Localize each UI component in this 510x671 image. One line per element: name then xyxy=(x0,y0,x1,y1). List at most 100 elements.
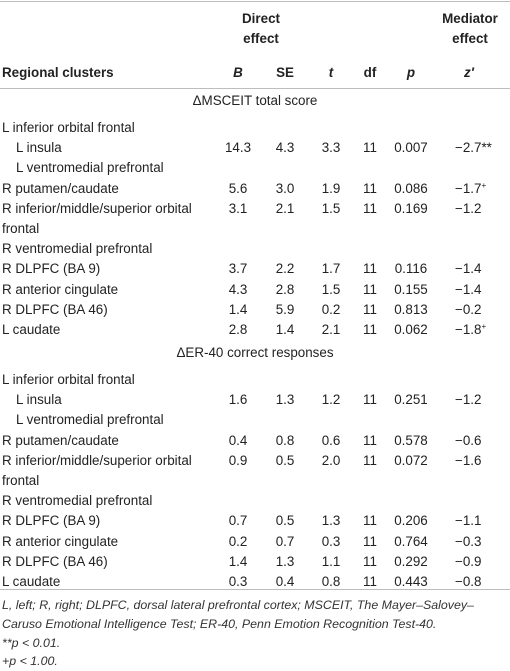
p-value: 0.813 xyxy=(394,301,428,317)
table-row: L ventromedial prefrontal xyxy=(0,410,510,430)
table-row: R ventromedial prefrontal xyxy=(0,239,510,259)
region-label: R putamen/caudate xyxy=(2,432,119,448)
df-value: 11 xyxy=(363,574,377,589)
b-value: 5.6 xyxy=(228,180,248,196)
b-value: 1.4 xyxy=(228,301,248,317)
se-header: SE xyxy=(276,65,294,80)
b-value: 0.7 xyxy=(228,513,248,529)
t-value: 2.1 xyxy=(321,322,341,337)
p-value: 0.169 xyxy=(394,200,428,216)
mediator-effect-header: Mediator effect xyxy=(430,9,510,49)
b-value: 1.6 xyxy=(228,392,248,408)
df-value: 11 xyxy=(363,533,377,549)
z-value: −0.8 xyxy=(455,574,482,589)
table-row: R putamen/caudate 5.6 3.0 1.9 11 0.086 −1.7+ xyxy=(0,179,510,199)
z-value: −1.4 xyxy=(455,261,482,277)
region-label: L caudate xyxy=(2,322,61,337)
df-value: 11 xyxy=(363,553,377,569)
t-value: 0.6 xyxy=(321,432,341,448)
z-cell: −0.8 xyxy=(448,572,508,592)
se-value: 2.8 xyxy=(275,281,295,297)
z-cell: −1.2 xyxy=(448,199,508,219)
header-rule xyxy=(0,88,510,89)
z-cell: −1.8+ xyxy=(448,320,508,342)
z-cell: −0.6 xyxy=(448,431,508,451)
se-value: 0.8 xyxy=(275,432,295,448)
footnote-significance-2: +p < 1.00. xyxy=(2,654,58,668)
region-label: R ventromedial prefrontal xyxy=(2,241,153,257)
table-row: R DLPFC (BA 9) 3.7 2.2 1.7 11 0.116 −1.4 xyxy=(0,259,510,279)
region-label: R DLPFC (BA 9) xyxy=(2,261,101,277)
table-row: R DLPFC (BA 46) 1.4 1.3 1.1 11 0.292 −0.9 xyxy=(0,552,510,572)
table-row: R anterior cingulate 0.2 0.7 0.3 11 0.764 −0.3 xyxy=(0,532,510,552)
t-value: 1.2 xyxy=(321,392,341,408)
z-cell: −1.4 xyxy=(448,259,508,279)
se-value: 1.3 xyxy=(275,553,295,569)
p-value: 0.443 xyxy=(394,574,428,589)
p-value: 0.062 xyxy=(394,322,428,337)
t-value: 1.3 xyxy=(321,513,341,529)
z-value: −0.2 xyxy=(455,301,482,317)
df-value: 11 xyxy=(363,140,377,156)
t-value: 1.1 xyxy=(321,553,341,569)
table-row: R inferior/middle/superior orbital 0.9 0.5… xyxy=(0,451,510,471)
table-row: L insula 1.6 1.3 1.2 11 0.251 −1.2 xyxy=(0,390,510,410)
table-row: R putamen/caudate 0.4 0.8 0.6 11 0.578 −0.6 xyxy=(0,431,510,451)
se-value: 0.4 xyxy=(275,574,295,589)
df-value: 11 xyxy=(363,392,377,408)
p-value: 0.072 xyxy=(394,452,428,468)
region-label: R putamen/caudate xyxy=(2,180,119,196)
df-value: 11 xyxy=(363,261,377,277)
table-row: frontal xyxy=(0,219,510,239)
significance-mark: + xyxy=(481,322,487,331)
region-label: L inferior orbital frontal xyxy=(2,372,135,387)
se-value: 1.3 xyxy=(275,392,295,408)
region-label: L inferior orbital frontal xyxy=(2,120,135,135)
table-row: L ventromedial prefrontal xyxy=(0,158,510,178)
df-value: 11 xyxy=(363,281,377,297)
se-value: 0.5 xyxy=(275,452,295,468)
b-header: B xyxy=(233,65,243,80)
z-value: −1.2 xyxy=(455,200,482,216)
b-value: 0.3 xyxy=(228,574,248,589)
region-label: L insula xyxy=(16,392,62,408)
table-row: L insula 14.3 4.3 3.3 11 0.007 −2.7** xyxy=(0,138,510,158)
table-row: L inferior orbital frontal xyxy=(0,118,510,138)
direct-effect-header-line1: Direct xyxy=(242,11,280,26)
t-value: 1.5 xyxy=(321,200,341,216)
p-value: 0.007 xyxy=(394,140,428,156)
t-header: t xyxy=(328,65,334,80)
region-label: R inferior/middle/superior orbital xyxy=(2,452,192,468)
p-value: 0.206 xyxy=(394,513,428,529)
region-label: frontal xyxy=(2,221,40,236)
se-value: 5.9 xyxy=(275,301,295,317)
region-label: R inferior/middle/superior orbital xyxy=(2,200,192,216)
table-row: L caudate 2.8 1.4 2.1 11 0.062 −1.8+ xyxy=(0,320,510,340)
p-value: 0.086 xyxy=(394,180,428,196)
table-row: L caudate 0.3 0.4 0.8 11 0.443 −0.8 xyxy=(0,572,510,592)
table-row: R DLPFC (BA 46) 1.4 5.9 0.2 11 0.813 −0.2 xyxy=(0,300,510,320)
se-value: 2.2 xyxy=(275,261,295,277)
t-value: 0.3 xyxy=(321,533,341,549)
se-value: 4.3 xyxy=(275,140,295,156)
t-value: 0.2 xyxy=(321,301,341,317)
region-label: L ventromedial prefrontal xyxy=(16,160,164,176)
z-cell: −0.9 xyxy=(448,552,508,572)
region-label: R DLPFC (BA 9) xyxy=(2,513,101,529)
section-title: ΔMSCEIT total score xyxy=(192,93,318,108)
top-rule xyxy=(0,1,510,2)
z-value: −0.9 xyxy=(455,553,482,569)
se-value: 3.0 xyxy=(275,180,295,196)
df-value: 11 xyxy=(363,513,377,529)
se-value: 0.7 xyxy=(275,533,295,549)
table-row: frontal xyxy=(0,471,510,491)
t-value: 2.0 xyxy=(321,452,341,468)
se-value: 0.5 xyxy=(275,513,295,529)
z-cell: −0.2 xyxy=(448,300,508,320)
b-value: 0.2 xyxy=(228,533,248,549)
t-value: 0.8 xyxy=(321,574,341,589)
direct-effect-header-line2: effect xyxy=(243,31,279,46)
p-value: 0.116 xyxy=(394,261,428,277)
se-value: 2.1 xyxy=(275,200,295,216)
